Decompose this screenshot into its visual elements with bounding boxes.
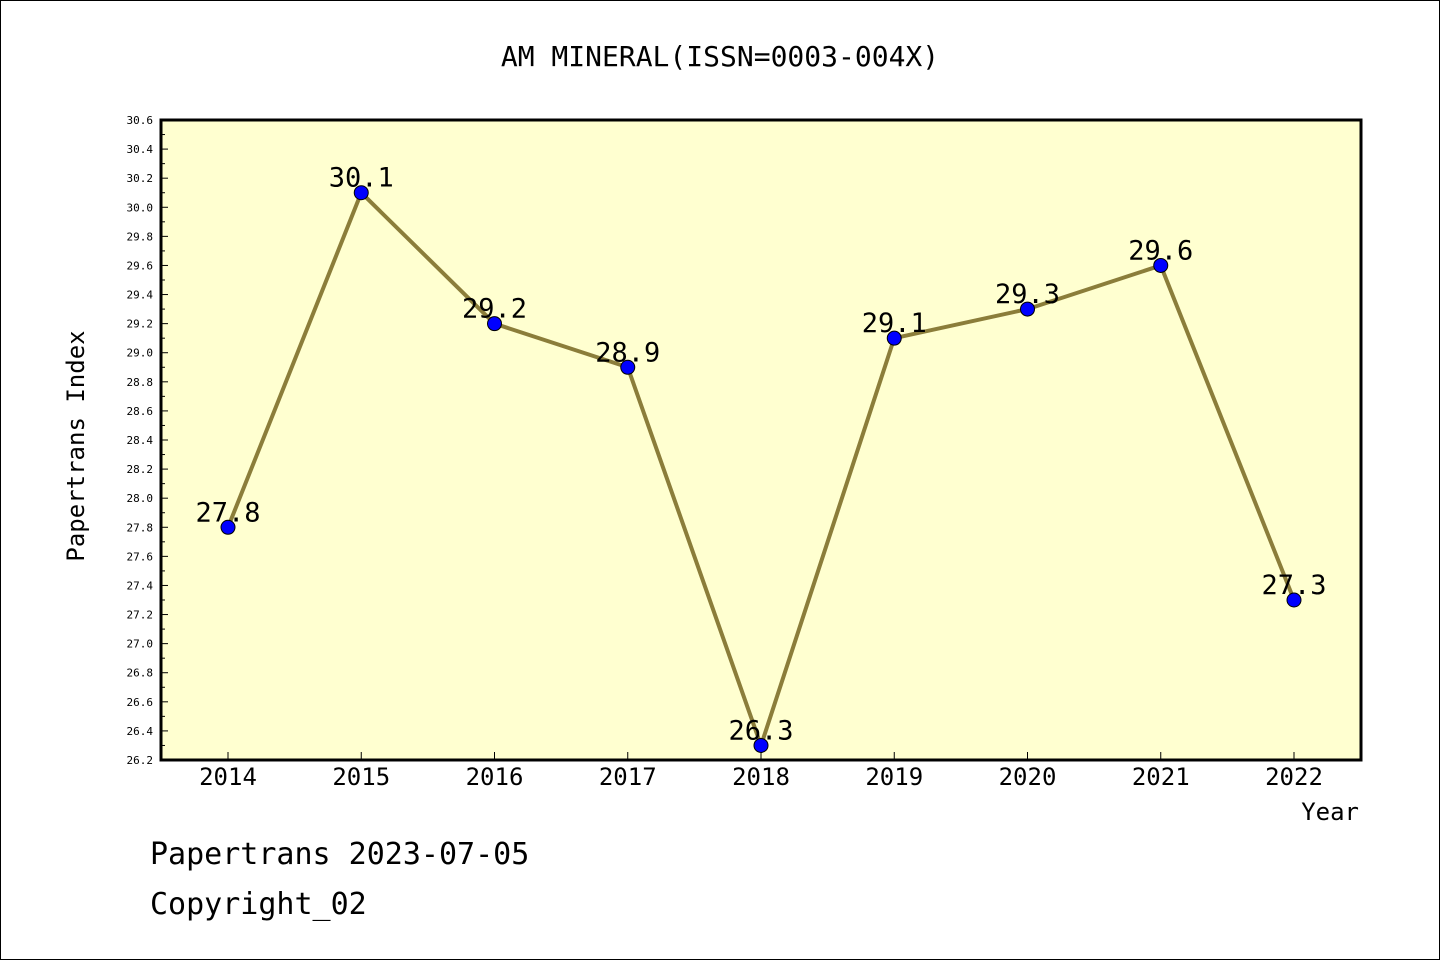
data-label: 27.8 [195, 497, 260, 528]
data-point [620, 359, 636, 375]
data-label: 29.1 [862, 308, 927, 339]
data-label: 30.1 [329, 163, 394, 194]
x-tick-label: 2017 [599, 763, 657, 791]
data-label: 29.3 [995, 279, 1060, 310]
data-point [1153, 257, 1169, 273]
data-label: 28.9 [595, 337, 660, 368]
y-tick-label: 28.2 [127, 463, 154, 476]
x-axis-label: Year [1301, 798, 1359, 826]
x-tick-label: 2016 [466, 763, 524, 791]
y-tick-label: 27.2 [127, 609, 154, 622]
data-label: 29.6 [1128, 235, 1193, 266]
y-tick-label: 29.6 [127, 259, 154, 272]
data-point [886, 330, 902, 346]
x-tick-label: 2022 [1265, 763, 1323, 791]
x-tick-label: 2021 [1132, 763, 1190, 791]
y-tick-label: 26.2 [127, 754, 154, 767]
data-point [753, 737, 769, 753]
footer-copyright: Copyright_02 [150, 887, 367, 922]
y-axis-label: Papertrans Index [62, 330, 90, 561]
y-tick-label: 30.2 [127, 172, 154, 185]
x-axis-ticks: 2014 2015 2016 2017 2018 2019 2020 2021 2022 [199, 752, 1323, 791]
series-layer: 27.8 30.1 29.2 28.9 26.3 29.1 29.3 29.6 27.3 [195, 163, 1327, 753]
x-tick-label: 2015 [332, 763, 390, 791]
y-tick-label: 29.8 [127, 230, 154, 243]
y-tick-label: 28.8 [127, 376, 154, 389]
data-point [487, 316, 502, 332]
plot-area [159, 118, 1363, 762]
y-tick-label: 28.0 [127, 492, 154, 505]
y-tick-label: 27.8 [127, 521, 154, 534]
y-tick-label: 29.0 [127, 347, 154, 360]
data-point [1020, 301, 1035, 317]
x-tick-label: 2018 [732, 763, 790, 791]
data-label: 29.2 [462, 294, 527, 325]
y-tick-label: 30.4 [127, 143, 154, 156]
y-tick-label: 28.6 [127, 405, 154, 418]
x-tick-label: 2019 [865, 763, 923, 791]
chart-title: AM MINERAL(ISSN=0003-004X) [501, 40, 939, 73]
data-point [353, 185, 369, 201]
x-tick-label: 2014 [199, 763, 257, 791]
x-tick-label: 2020 [999, 763, 1057, 791]
footer-date-line: Papertrans 2023-07-05 [150, 837, 529, 872]
y-tick-label: 26.4 [127, 725, 154, 738]
y-tick-label: 27.6 [127, 550, 154, 563]
y-tick-label: 29.4 [127, 289, 154, 302]
y-tick-label: 30.6 [127, 114, 154, 127]
y-tick-label: 27.4 [127, 579, 154, 592]
y-axis-ticks: 26.2 26.4 26.6 26.8 27.0 27.2 27.4 27.6 27.8 28.0… [127, 114, 168, 767]
y-tick-label: 27.0 [127, 638, 154, 651]
y-tick-label: 29.2 [127, 318, 154, 331]
data-point [220, 519, 236, 535]
y-tick-label: 26.6 [127, 696, 154, 709]
data-label: 27.3 [1261, 570, 1326, 601]
data-label: 26.3 [728, 715, 793, 746]
data-point [1286, 592, 1302, 608]
y-tick-label: 30.0 [127, 201, 154, 214]
y-tick-label: 26.8 [127, 667, 154, 680]
y-tick-label: 28.4 [127, 434, 154, 447]
